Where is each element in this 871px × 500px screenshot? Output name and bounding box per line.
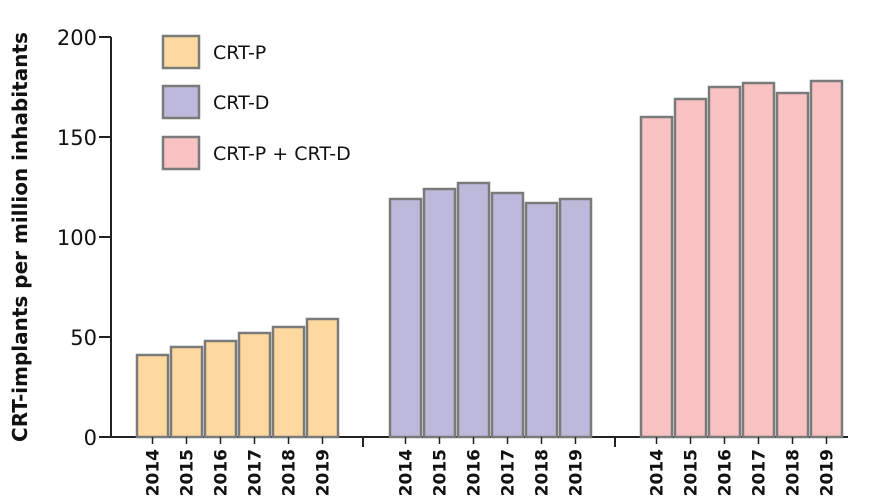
x-tick-label: 2017: [499, 449, 519, 496]
bar: [639, 115, 674, 439]
bar: [524, 201, 559, 439]
bar-group-1: [388, 181, 593, 439]
x-tick-label: 2018: [784, 449, 804, 496]
legend-label: CRT-P: [213, 42, 266, 64]
bar: [169, 345, 204, 439]
bar-groups: [135, 79, 844, 439]
x-tick-label: 2018: [533, 449, 553, 496]
legend-label: CRT-P + CRT-D: [213, 143, 351, 165]
y-tick-label: 0: [84, 426, 97, 450]
x-tick-label: 2015: [178, 449, 198, 496]
x-tick-label: 2016: [465, 449, 485, 496]
bar: [271, 325, 306, 439]
bar: [809, 79, 844, 439]
y-tick-label: 100: [57, 226, 97, 250]
y-tick-label: 150: [57, 126, 97, 150]
bar: [237, 331, 272, 439]
x-tick-label: 2017: [750, 449, 770, 496]
x-tick-label: 2014: [397, 449, 417, 496]
legend-swatch: [161, 84, 201, 120]
legend-item: CRT-P: [161, 34, 266, 70]
legend-item: CRT-P + CRT-D: [161, 135, 351, 171]
y-axis-ticks: 0 50 100 150 200: [57, 26, 111, 450]
x-tick-label: 2015: [431, 449, 451, 496]
x-axis-ticks: 2014 2015 2016 2017 2018 2019 2014 2015 2016 2017…: [144, 437, 838, 496]
x-tick-label: 2017: [246, 449, 266, 496]
bar: [558, 197, 593, 439]
bar: [135, 353, 170, 439]
legend-swatch: [161, 34, 201, 70]
bar: [203, 339, 238, 439]
bar: [422, 187, 457, 439]
x-tick-label: 2014: [648, 449, 668, 496]
legend-item: CRT-D: [161, 84, 269, 120]
x-tick-label: 2019: [567, 449, 587, 496]
bar: [673, 97, 708, 439]
legend-swatch: [161, 135, 201, 171]
x-tick-label: 2016: [212, 449, 232, 496]
y-axis-title: CRT-implants per million inhabitants: [8, 32, 32, 442]
bar: [456, 181, 491, 439]
x-tick-label: 2019: [314, 449, 334, 496]
x-tick-label: 2019: [818, 449, 838, 496]
x-tick-label: 2014: [144, 449, 164, 496]
y-tick-label: 50: [70, 326, 97, 350]
bar: [490, 191, 525, 439]
y-tick-label: 200: [57, 26, 97, 50]
legend: CRT-P CRT-D CRT-P + CRT-D: [161, 34, 351, 171]
bar: [305, 317, 340, 439]
bar: [707, 85, 742, 439]
bar: [741, 81, 776, 439]
bar-group-2: [639, 79, 844, 439]
bar: [775, 91, 810, 439]
bar: [388, 197, 423, 439]
x-tick-label: 2018: [280, 449, 300, 496]
x-tick-label: 2016: [716, 449, 736, 496]
bar-group-0: [135, 317, 340, 439]
x-tick-label: 2015: [682, 449, 702, 496]
legend-label: CRT-D: [213, 92, 269, 114]
